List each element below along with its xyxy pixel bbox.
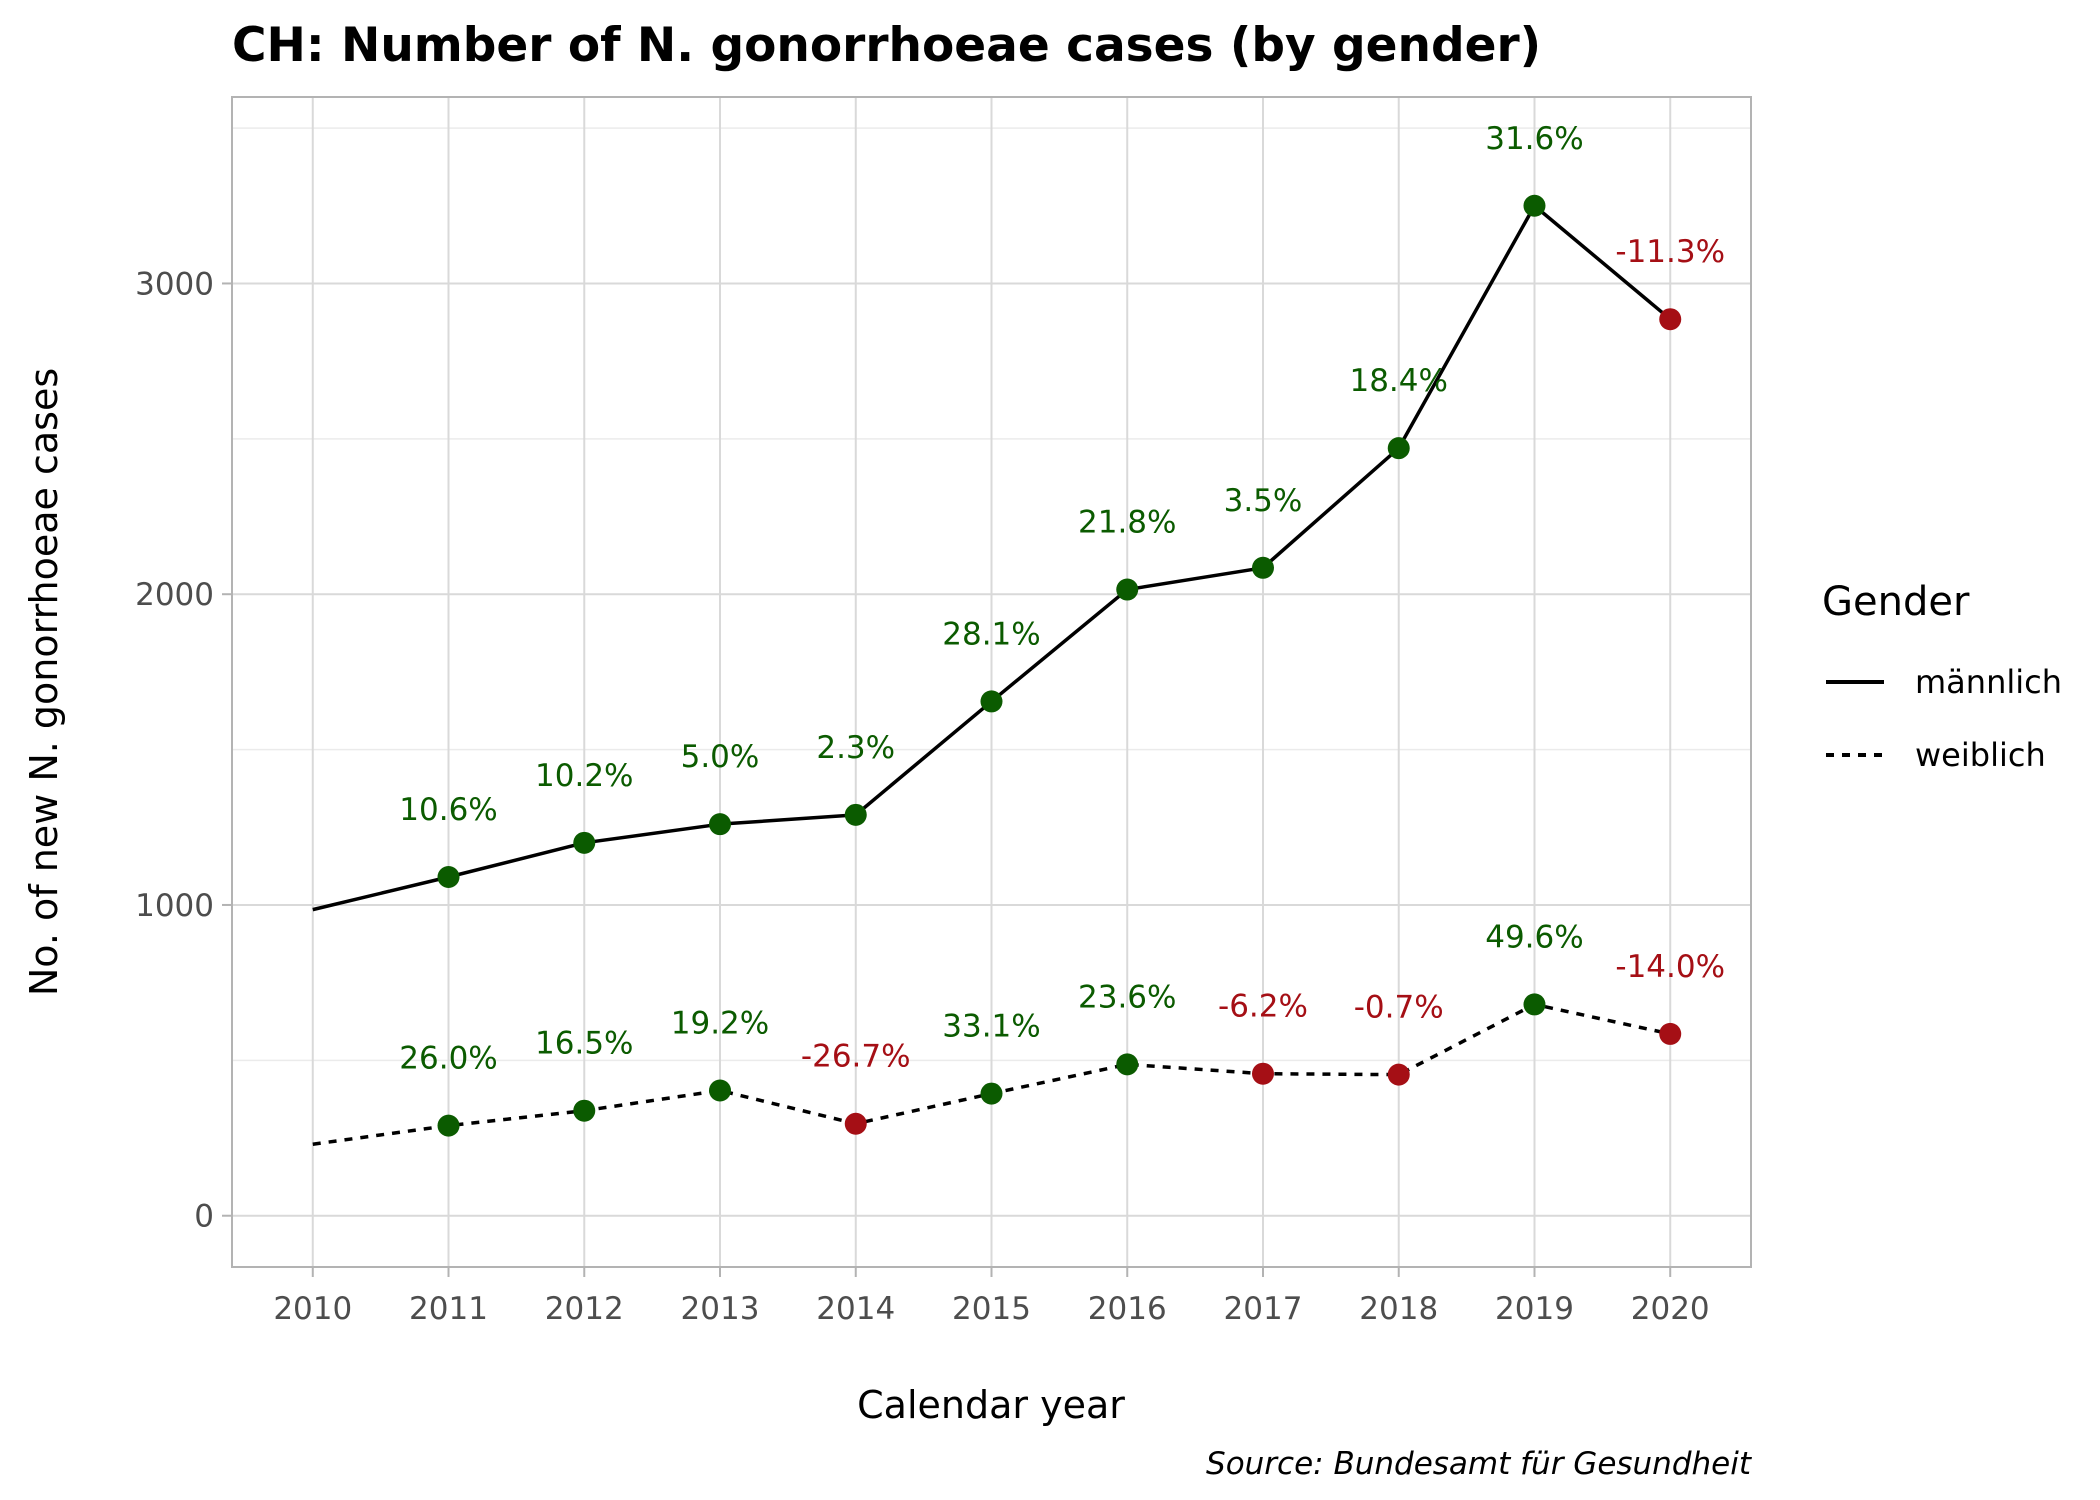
data-label: -14.0% — [1615, 949, 1725, 985]
legend-label-weiblich: weiblich — [1915, 736, 2046, 774]
y-axis-title: No. of new N. gonorrhoeae cases — [22, 368, 66, 996]
x-tick-label: 2018 — [1359, 1291, 1438, 1327]
source-caption: Source: Bundesamt für Gesundheit — [1206, 1446, 1753, 1482]
data-label: -26.7% — [801, 1039, 911, 1075]
data-point — [980, 690, 1003, 713]
x-tick-label: 2013 — [681, 1291, 760, 1327]
data-label: 2.3% — [816, 730, 895, 766]
data-points — [437, 194, 1682, 1137]
y-tick-label: 2000 — [135, 577, 214, 613]
data-point — [437, 866, 460, 888]
y-tick-label: 0 — [194, 1199, 214, 1235]
data-point — [1387, 1063, 1410, 1086]
y-axis-ticks: 0 1000 2000 3000 — [135, 266, 232, 1235]
data-label: 33.1% — [942, 1009, 1040, 1045]
data-point — [709, 1079, 732, 1102]
data-label: 28.1% — [942, 616, 1040, 652]
legend-item-weiblich: weiblich — [1826, 736, 2046, 774]
data-label: 19.2% — [671, 1005, 769, 1041]
plot-panel: 10.6% 10.2% 5.0% 2.3% 28.1% 21.8% 3.5% 18.4% 31.… — [231, 96, 1752, 1268]
data-point — [1659, 1022, 1682, 1045]
y-tick-label: 1000 — [135, 888, 214, 924]
legend-item-maennlich: männlich — [1826, 663, 2062, 701]
data-label: 3.5% — [1224, 483, 1303, 519]
x-axis-title: Calendar year — [857, 1383, 1125, 1427]
legend-title: Gender — [1822, 579, 1970, 625]
data-point — [1116, 578, 1139, 601]
data-point — [573, 831, 596, 854]
data-label: -6.2% — [1218, 989, 1308, 1025]
x-tick-label: 2020 — [1631, 1291, 1710, 1327]
data-point — [1387, 437, 1410, 460]
x-tick-label: 2019 — [1495, 1291, 1574, 1327]
data-label: 5.0% — [681, 739, 760, 775]
x-tick-label: 2010 — [273, 1291, 352, 1327]
data-label: 10.6% — [399, 792, 497, 828]
x-axis-ticks: 2010 2011 2012 2013 2014 2015 2016 2017 2018 2019… — [273, 1267, 1710, 1327]
data-point — [437, 1114, 460, 1137]
data-point — [844, 1112, 867, 1135]
x-tick-label: 2017 — [1224, 1291, 1303, 1327]
grid — [232, 97, 1751, 1267]
data-label: 23.6% — [1078, 979, 1176, 1015]
data-point — [1659, 308, 1682, 331]
data-label: 16.5% — [535, 1026, 633, 1062]
data-label: 31.6% — [1485, 121, 1583, 157]
legend: Gender männlich weiblich — [1822, 579, 2062, 774]
y-tick-label: 3000 — [135, 266, 214, 302]
x-tick-label: 2011 — [409, 1291, 488, 1327]
x-tick-label: 2015 — [952, 1291, 1031, 1327]
data-point — [1116, 1053, 1139, 1076]
data-point — [709, 813, 732, 836]
x-tick-label: 2016 — [1088, 1291, 1167, 1327]
chart-title: CH: Number of N. gonorrhoeae cases (by g… — [232, 18, 1541, 73]
data-point — [1251, 556, 1274, 579]
data-point — [1523, 194, 1546, 217]
data-point — [1251, 1062, 1274, 1085]
data-label: -11.3% — [1615, 234, 1725, 270]
x-tick-label: 2014 — [816, 1291, 895, 1327]
data-label: -0.7% — [1354, 990, 1444, 1026]
data-point — [1523, 993, 1546, 1016]
data-point — [844, 803, 867, 826]
legend-label-maennlich: männlich — [1915, 663, 2062, 701]
data-labels: 10.6% 10.2% 5.0% 2.3% 28.1% 21.8% 3.5% 18.4% 31.… — [399, 121, 1725, 1077]
data-point — [573, 1099, 596, 1122]
data-label: 18.4% — [1349, 363, 1447, 399]
data-point — [980, 1082, 1003, 1105]
data-label: 21.8% — [1078, 505, 1176, 541]
data-label: 49.6% — [1485, 919, 1583, 955]
data-label: 10.2% — [535, 758, 633, 794]
x-tick-label: 2012 — [545, 1291, 624, 1327]
data-label: 26.0% — [399, 1041, 497, 1077]
